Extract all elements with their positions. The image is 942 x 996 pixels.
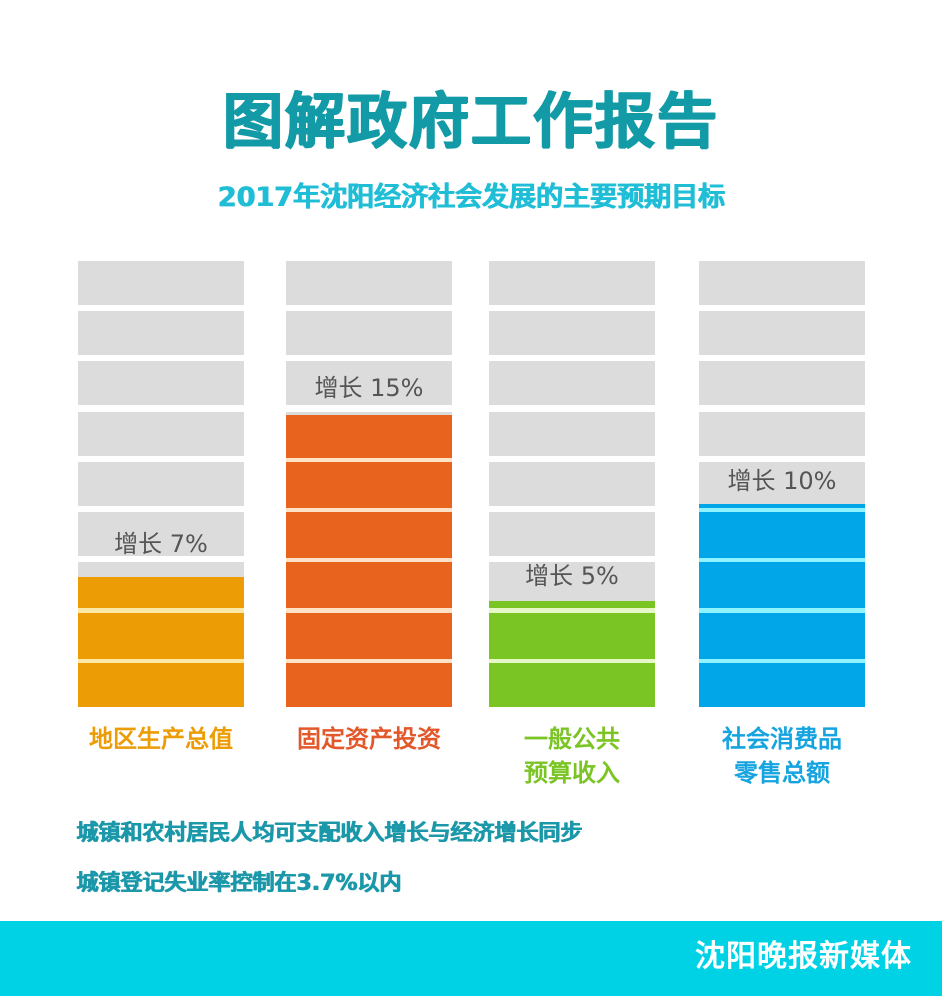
- bar-background-segment: [489, 462, 655, 506]
- note-unemployment-rate: 城镇登记失业率控制在3.7%以内: [76, 871, 402, 896]
- bar-background-segment: [78, 361, 244, 405]
- bar-retail-sales-value-label: 增长 10%: [727, 467, 837, 495]
- page-subtitle: 2017年沈阳经济社会发展的主要预期目标: [217, 182, 725, 213]
- bar-fill-segment: [489, 663, 655, 707]
- bar-background-segment: [78, 261, 244, 305]
- page-title: 图解政府工作报告: [223, 87, 719, 157]
- bar-background-segment: [699, 311, 865, 355]
- category-label-line: 零售总额: [734, 759, 830, 787]
- bar-fill-segment: [699, 504, 865, 508]
- bar-background-segment: [78, 311, 244, 355]
- bar-fill-segment: [286, 415, 452, 458]
- bar-retail-sales: 增长 10%: [699, 261, 865, 707]
- category-label-line: 地区生产总值: [89, 725, 233, 753]
- bar-background-segment: [286, 361, 452, 405]
- bar-retail-sales-fill: [699, 504, 865, 707]
- bar-fill-segment: [286, 663, 452, 707]
- bar-public-budget-revenue-fill: [489, 601, 655, 707]
- bar-fixed-asset-investment-fill: [286, 415, 452, 707]
- bar-fill-segment: [699, 663, 865, 707]
- bar-background-segment: [489, 361, 655, 405]
- bar-background-segment: [286, 261, 452, 305]
- category-label-fixed-asset-investment: 固定资产投资: [269, 722, 469, 756]
- category-label-line: 一般公共: [524, 725, 620, 753]
- bar-fill-segment: [489, 601, 655, 608]
- bar-background-segment: [489, 261, 655, 305]
- bar-background-segment: [78, 462, 244, 506]
- bar-fill-segment: [286, 462, 452, 508]
- bar-gdp: 增长 7%: [78, 261, 244, 707]
- bar-background-segment: [699, 361, 865, 405]
- bar-background-segment: [286, 311, 452, 355]
- category-label-public-budget-revenue: 一般公共 预算收入: [472, 722, 672, 790]
- bar-fixed-asset-investment-value-label: 增长 15%: [314, 374, 424, 402]
- bar-public-budget-revenue: 增长 5%: [489, 261, 655, 707]
- category-label-retail-sales: 社会消费品 零售总额: [682, 722, 882, 790]
- bar-background-segment: [699, 261, 865, 305]
- footer-band: 沈阳晚报新媒体: [0, 921, 942, 996]
- note-income-growth: 城镇和农村居民人均可支配收入增长与经济增长同步: [76, 821, 583, 846]
- bar-fill-segment: [699, 613, 865, 659]
- bar-background-segment: [489, 562, 655, 606]
- bar-background-segment: [489, 512, 655, 556]
- bar-background-segment: [489, 412, 655, 456]
- bar-fixed-asset-investment: 增长 15%: [286, 261, 452, 707]
- bar-gdp-fill: [78, 577, 244, 707]
- bar-background-segment: [489, 311, 655, 355]
- bar-background-segment: [699, 462, 865, 506]
- bar-fill-segment: [286, 562, 452, 608]
- bar-fill-segment: [489, 613, 655, 659]
- bar-fill-segment: [286, 512, 452, 558]
- bar-gdp-value-label: 增长 7%: [114, 530, 208, 558]
- category-label-line: 固定资产投资: [297, 725, 441, 753]
- bar-fill-segment: [78, 663, 244, 707]
- category-label-line: 预算收入: [524, 759, 620, 787]
- bar-background-segment: [78, 412, 244, 456]
- bar-fill-segment: [78, 577, 244, 608]
- bar-fill-segment: [699, 562, 865, 608]
- bar-fill-segment: [78, 613, 244, 659]
- bar-public-budget-revenue-value-label: 增长 5%: [525, 562, 619, 590]
- bar-background-segment: [699, 412, 865, 456]
- category-label-gdp: 地区生产总值: [61, 722, 261, 756]
- category-label-line: 社会消费品: [722, 725, 842, 753]
- bar-fill-segment: [286, 613, 452, 659]
- bar-background-segment: [78, 512, 244, 556]
- footer-brand: 沈阳晚报新媒体: [695, 939, 912, 974]
- bar-fill-segment: [699, 512, 865, 558]
